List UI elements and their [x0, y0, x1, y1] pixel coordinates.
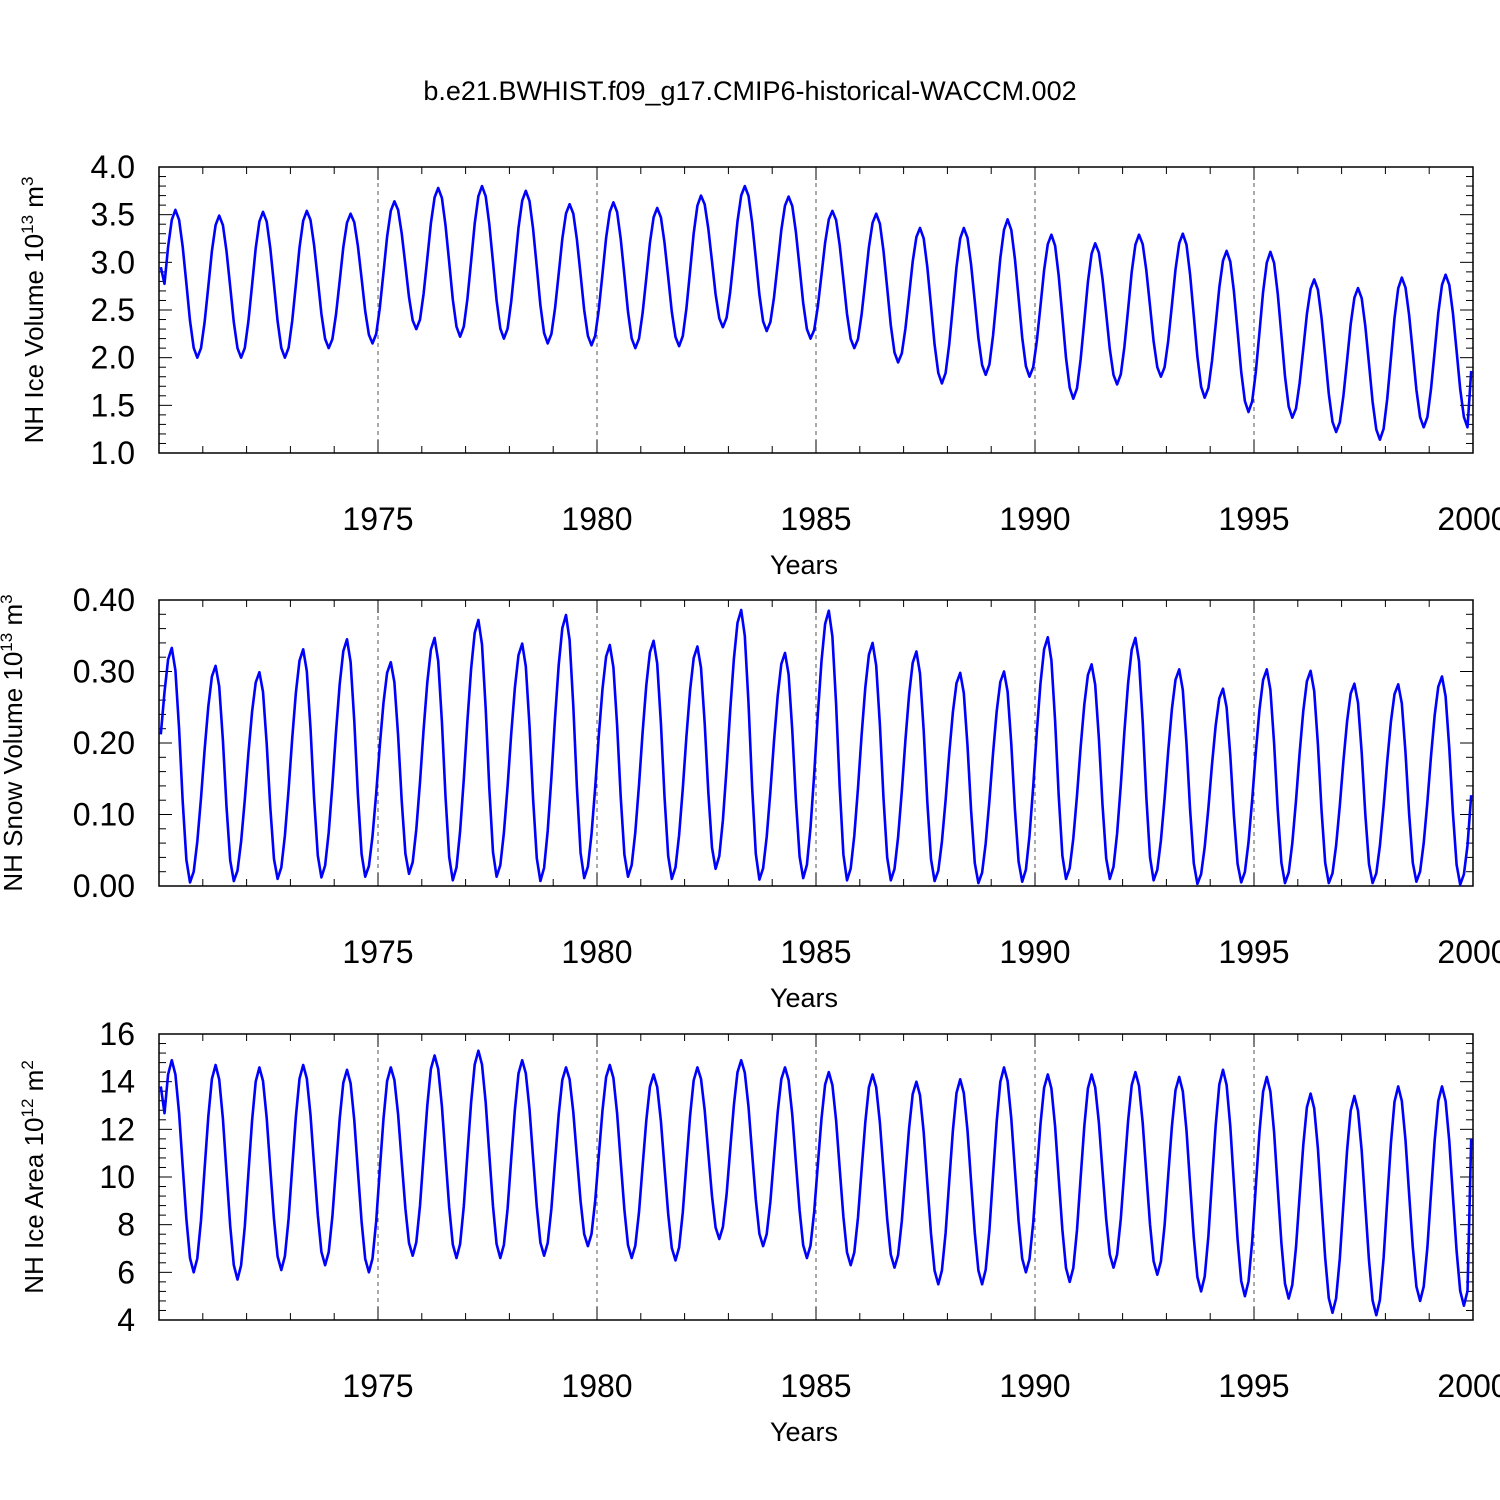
x-tick-label: 1985: [780, 501, 851, 537]
y-tick-label: 0.00: [73, 868, 135, 904]
x-tick-label: 1985: [780, 934, 851, 970]
panel-1: 1975 1980 1985 1990 1995 2000 Years 1.0 1.5 2.0 2.…: [18, 149, 1500, 580]
x-tick-label: 1980: [561, 501, 632, 537]
y-tick-label: 0.40: [73, 582, 135, 618]
y-axis-label: NH Ice Volume 1013 m3: [18, 177, 49, 444]
x-tick-label: 1995: [1218, 934, 1289, 970]
y-tick-label: 3.0: [91, 244, 135, 280]
y-tick-label: 16: [99, 1016, 135, 1052]
y-axis-label: NH Ice Area 1012 m2: [18, 1060, 49, 1294]
x-tick-label: 1975: [342, 934, 413, 970]
y-tick-label: 4.0: [91, 149, 135, 185]
y-tick-label: 12: [99, 1111, 135, 1147]
y-tick-label: 14: [99, 1064, 135, 1100]
x-tick-label: 1975: [342, 1368, 413, 1404]
series-line: [159, 608, 1473, 886]
y-tick-label: 3.5: [91, 197, 135, 233]
x-tick-label: 1995: [1218, 501, 1289, 537]
x-tick-label: 2000: [1437, 1368, 1500, 1404]
x-tick-label: 2000: [1437, 934, 1500, 970]
y-tick-label: 8: [117, 1207, 135, 1243]
y-axis-label: NH Snow Volume 1013 m3: [0, 594, 28, 891]
y-tick-label: 10: [99, 1159, 135, 1195]
x-axis-label: Years: [770, 983, 838, 1013]
y-tick-label: 2.0: [91, 340, 135, 376]
x-tick-label: 1985: [780, 1368, 851, 1404]
x-axis-label: Years: [770, 1417, 838, 1447]
panel-3: 1975 1980 1985 1990 1995 2000 Years 4 6 8 10 12 14 16…: [18, 1016, 1500, 1447]
x-tick-label: 2000: [1437, 501, 1500, 537]
y-tick-label: 2.5: [91, 292, 135, 328]
x-tick-label: 1990: [999, 1368, 1070, 1404]
x-tick-label: 1975: [342, 501, 413, 537]
x-tick-label: 1980: [561, 934, 632, 970]
series-line: [159, 1049, 1473, 1317]
x-tick-label: 1995: [1218, 1368, 1289, 1404]
y-tick-label: 1.0: [91, 435, 135, 471]
y-tick-label: 0.20: [73, 725, 135, 761]
y-tick-label: 0.10: [73, 797, 135, 833]
series-line: [159, 184, 1473, 441]
y-tick-label: 6: [117, 1254, 135, 1290]
x-tick-label: 1990: [999, 501, 1070, 537]
panel-2: 1975 1980 1985 1990 1995 2000 Years 0.00 0.10 0.2…: [0, 582, 1500, 1013]
x-tick-label: 1980: [561, 1368, 632, 1404]
chart-title: b.e21.BWHIST.f09_g17.CMIP6-historical-WA…: [423, 76, 1077, 106]
x-axis-label: Years: [770, 550, 838, 580]
y-tick-label: 4: [117, 1302, 135, 1338]
y-tick-label: 1.5: [91, 387, 135, 423]
x-tick-label: 1990: [999, 934, 1070, 970]
y-tick-label: 0.30: [73, 654, 135, 690]
